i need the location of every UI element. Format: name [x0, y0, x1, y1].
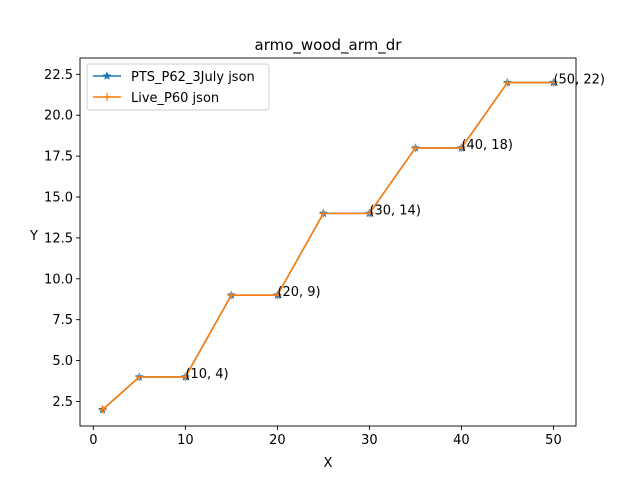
series-2-point	[411, 143, 420, 152]
series-2-point	[98, 405, 107, 414]
y-tick-label: 15.0	[44, 191, 73, 206]
legend-label: PTS_P62_3July json	[131, 70, 255, 85]
legend-marker-1	[102, 71, 112, 80]
series-2-point	[273, 291, 282, 300]
x-tick-label: 50	[545, 433, 562, 448]
series-2-point	[365, 209, 374, 218]
y-tick-label: 20.0	[44, 109, 73, 124]
series-line-2	[102, 81, 554, 411]
plot-area: (10, 4) (20, 9) (30, 14) (40, 18) (50, 22)	[79, 57, 605, 427]
series-2-point	[135, 372, 144, 381]
y-tick-label: 2.5	[52, 395, 73, 410]
x-tick-label: 40	[453, 433, 470, 448]
series-2-point	[227, 291, 236, 300]
y-tick-label: 10.0	[44, 272, 73, 287]
data-label: (40, 18)	[461, 138, 512, 153]
x-tick-label: 0	[89, 433, 97, 448]
legend-box	[86, 63, 270, 111]
series-2-point	[549, 78, 558, 87]
series-2-point	[319, 209, 328, 218]
x-axis-ticks: 0 10 20 30 40 50	[89, 426, 562, 448]
series-line-1	[102, 81, 554, 411]
x-tick-label: 30	[361, 433, 378, 448]
legend-marker-2	[103, 93, 111, 101]
legend-label: Live_P60 json	[131, 91, 219, 106]
series-2-point	[457, 143, 466, 152]
data-label: (50, 22)	[553, 73, 605, 88]
axes-frame	[79, 57, 577, 427]
y-tick-label: 17.5	[44, 150, 73, 165]
y-tick-label: 7.5	[52, 313, 73, 328]
y-tick-label: 12.5	[44, 231, 73, 246]
x-tick-label: 20	[269, 433, 286, 448]
series-2-point	[503, 78, 512, 87]
data-label: (30, 14)	[369, 203, 421, 218]
x-axis-label: X	[324, 456, 333, 471]
y-axis-label: Y	[29, 229, 38, 244]
x-tick-label: 10	[177, 433, 194, 448]
chart-title: armo_wood_arm_dr	[255, 36, 403, 55]
y-tick-label: 5.0	[52, 354, 73, 369]
data-label: (20, 9)	[277, 285, 320, 300]
y-tick-label: 22.5	[44, 68, 73, 83]
series-2-point	[181, 372, 190, 381]
y-axis-ticks: 2.5 5.0 7.5 10.0 12.5 15.0 17.5 20.0 22.5	[44, 68, 80, 410]
legend: PTS_P62_3July json Live_P60 json	[86, 63, 270, 111]
data-label: (10, 4)	[185, 367, 228, 382]
